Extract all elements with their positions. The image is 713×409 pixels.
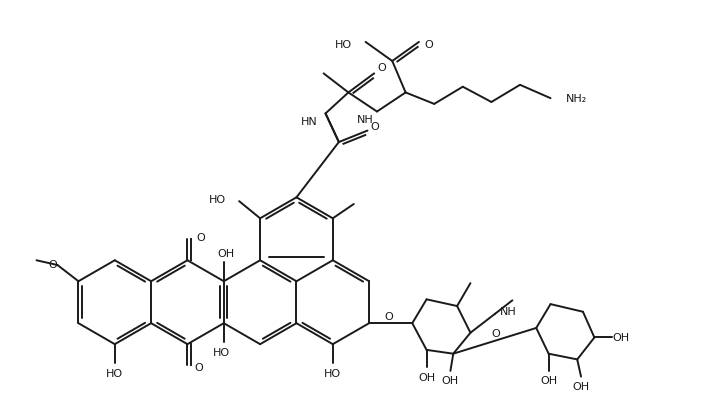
Text: NH₂: NH₂	[566, 94, 587, 104]
Text: HO: HO	[213, 347, 230, 357]
Text: OH: OH	[442, 375, 459, 385]
Text: HN: HN	[301, 117, 318, 127]
Text: O: O	[424, 40, 433, 49]
Text: HO: HO	[324, 368, 342, 378]
Text: OH: OH	[540, 375, 557, 385]
Text: HO: HO	[106, 368, 123, 378]
Text: O: O	[371, 121, 379, 131]
Text: O: O	[492, 328, 501, 338]
Text: OH: OH	[612, 333, 630, 343]
Text: O: O	[377, 63, 386, 72]
Text: HO: HO	[335, 40, 352, 49]
Text: NH: NH	[500, 306, 517, 316]
Text: OH: OH	[418, 372, 435, 382]
Text: OH: OH	[217, 248, 235, 258]
Text: NH: NH	[356, 115, 373, 125]
Text: O: O	[384, 311, 393, 321]
Text: O: O	[196, 233, 205, 243]
Text: O: O	[195, 362, 203, 372]
Text: HO: HO	[209, 195, 226, 205]
Text: O: O	[48, 259, 57, 270]
Text: OH: OH	[573, 381, 590, 391]
